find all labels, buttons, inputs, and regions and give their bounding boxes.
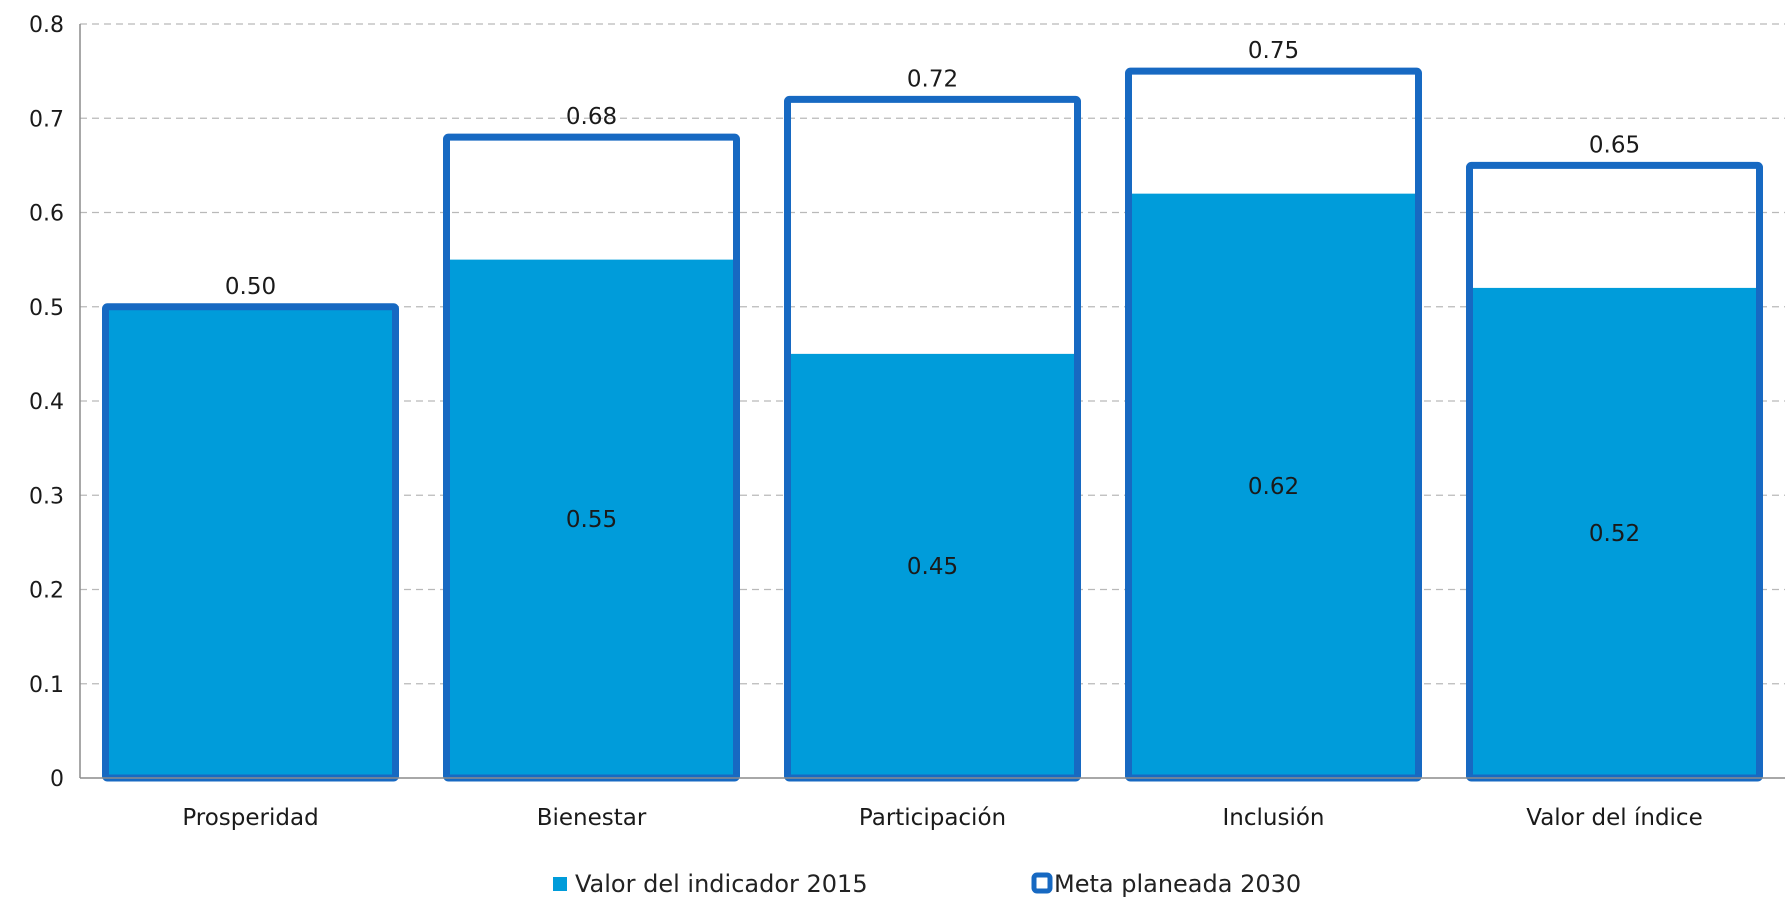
legend-label-target: Meta planeada 2030 [1054, 870, 1301, 898]
x-axis: Prosperidad Bienestar Participación Inclusi… [80, 777, 1785, 831]
x-tick-label: Bienestar [537, 805, 647, 831]
data-label-target: 0.65 [1589, 132, 1640, 158]
legend-swatch-target [1031, 872, 1053, 894]
bar-actual-2 [787, 353, 1078, 778]
bar-actual-1 [446, 259, 737, 778]
y-tick-label: 0.2 [29, 579, 64, 604]
y-tick-label: 0.5 [29, 296, 64, 321]
x-tick-label: Valor del índice [1526, 805, 1702, 831]
x-tick-label: Prosperidad [182, 805, 318, 831]
data-label-target: 0.68 [566, 104, 617, 130]
data-label-actual: 0.62 [1248, 474, 1299, 500]
data-label-target: 0.50 [225, 274, 276, 300]
y-tick-label: 0.1 [29, 673, 64, 698]
data-label-actual: 0.52 [1589, 521, 1640, 547]
data-label-target: 0.75 [1248, 38, 1299, 64]
bars [102, 67, 1763, 782]
legend-label-actual: Valor del indicador 2015 [575, 870, 868, 898]
bar-actual-4 [1469, 287, 1760, 778]
y-tick-label: 0.7 [29, 107, 64, 132]
y-tick-label: 0 [50, 767, 64, 792]
y-axis: 0 0.1 0.2 0.3 0.4 0.5 0.6 0.7 0.8 [29, 13, 81, 792]
data-label-actual: 0.45 [907, 554, 958, 580]
bar-actual-0 [105, 306, 396, 778]
x-tick-label: Participación [859, 805, 1006, 831]
y-tick-label: 0.3 [29, 484, 64, 509]
y-tick-label: 0.4 [29, 390, 64, 415]
data-label-actual: 0.55 [566, 507, 617, 533]
data-labels: 0.50 0.68 0.55 0.72 0.45 0.75 0.62 0.65 0.52 [225, 38, 1640, 580]
legend: Valor del indicador 2015 Meta planeada 2… [553, 870, 1301, 898]
legend-swatch-actual [553, 877, 567, 891]
data-label-target: 0.72 [907, 66, 958, 92]
x-tick-label: Inclusión [1223, 805, 1325, 831]
y-tick-label: 0.6 [29, 202, 64, 227]
y-tick-label: 0.8 [29, 13, 64, 38]
bar-actual-3 [1128, 193, 1419, 778]
